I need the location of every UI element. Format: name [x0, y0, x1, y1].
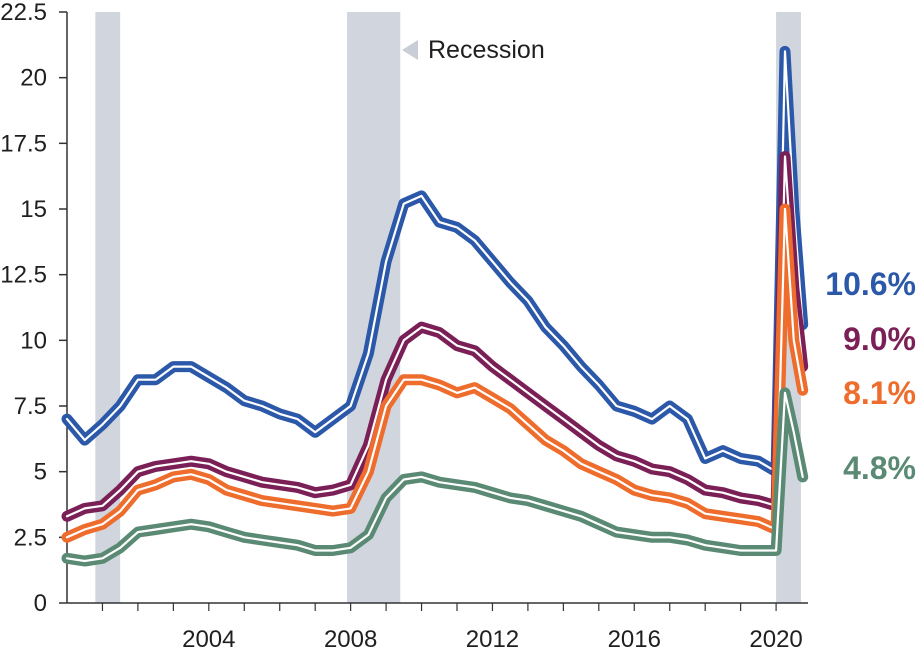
y-tick-label: 12.5 [0, 262, 47, 289]
y-tick-label: 22.5 [0, 0, 47, 26]
series-end-label: 8.1% [843, 375, 916, 411]
axes [66, 12, 808, 604]
series-end-label: 9.0% [843, 321, 916, 357]
series-stroke [61, 45, 809, 478]
series-line [61, 203, 809, 543]
series-highlight [65, 50, 804, 473]
x-tick-labels: 2004 2008 2012 2016 2020 [101, 603, 803, 653]
x-tick-label: 2016 [608, 626, 661, 653]
x-tick-label: 2008 [324, 626, 377, 653]
y-tick-label: 20 [20, 65, 47, 92]
y-tick-labels: 0 2.5 5 7.5 10 12.5 15 17.5 20 22.5 [0, 0, 67, 617]
x-tick-label: 2020 [749, 626, 802, 653]
y-tick-label: 5 [34, 459, 47, 486]
x-tick-label: 2004 [182, 626, 235, 653]
series-end-labels: 10.6% 9.0% 8.1% 4.8% [825, 266, 916, 486]
y-tick-label: 10 [20, 327, 47, 354]
series-line [61, 387, 809, 567]
series-line [61, 45, 809, 478]
series-lines [61, 45, 809, 567]
legend-marker-icon [402, 40, 418, 60]
series-end-label: 10.6% [825, 266, 916, 302]
y-tick-label: 0 [34, 590, 47, 617]
y-tick-label: 17.5 [0, 130, 47, 157]
series-highlight [65, 155, 804, 518]
y-tick-label: 2.5 [14, 524, 47, 551]
legend-label: Recession [428, 36, 545, 64]
x-tick-label: 2012 [466, 626, 519, 653]
y-tick-label: 7.5 [14, 393, 47, 420]
series-highlight [65, 207, 804, 539]
y-tick-label: 15 [20, 196, 47, 223]
series-highlight [65, 391, 804, 563]
recession-bands [95, 12, 801, 603]
series-end-label: 4.8% [843, 450, 916, 486]
legend: Recession [402, 36, 545, 64]
